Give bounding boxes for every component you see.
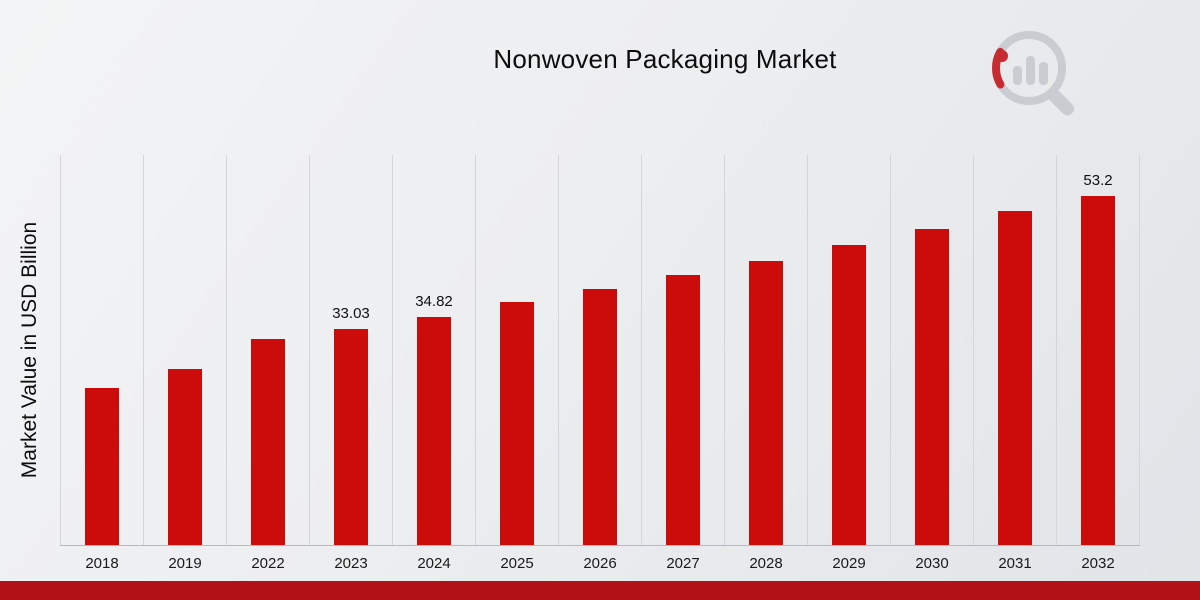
category-cell: 34.82 2024 — [392, 155, 475, 572]
bar-value-label: 53.2 — [1083, 172, 1113, 189]
category-cell: 2019 — [143, 155, 226, 572]
bar-2028 — [749, 261, 783, 545]
category-cell: 2031 — [973, 155, 1056, 572]
category-cell: 2028 — [724, 155, 807, 572]
x-tick-label: 2027 — [666, 555, 700, 572]
brand-logo-icon — [985, 26, 1085, 121]
x-tick-label: 2019 — [168, 555, 202, 572]
bar-2032 — [1081, 196, 1115, 545]
bar-2023 — [334, 329, 368, 545]
category-cell: 2030 — [890, 155, 973, 572]
bar-2025 — [500, 302, 534, 545]
footer-accent-bar — [0, 581, 1200, 600]
plot-area: 2018 2019 2022 33.03 2023 34.82 2024 2025 2026 20… — [60, 155, 1140, 572]
category-cell: 33.03 2023 — [309, 155, 392, 572]
x-tick-label: 2029 — [832, 555, 866, 572]
chart-title: Nonwoven Packaging Market — [493, 44, 837, 74]
bar-2024 — [417, 317, 451, 545]
category-cell: 2022 — [226, 155, 309, 572]
x-tick-label: 2025 — [500, 555, 534, 572]
bar-value-label: 34.82 — [415, 293, 453, 310]
bar-2022 — [251, 339, 285, 545]
bar-2030 — [915, 229, 949, 545]
category-cell: 2018 — [60, 155, 143, 572]
x-tick-label: 2018 — [85, 555, 119, 572]
bar-2031 — [998, 211, 1032, 545]
x-tick-label: 2031 — [998, 555, 1032, 572]
bar-2018 — [85, 388, 119, 545]
x-tick-label: 2022 — [251, 555, 285, 572]
category-cell: 2029 — [807, 155, 890, 572]
category-cell: 2027 — [641, 155, 724, 572]
x-tick-label: 2026 — [583, 555, 617, 572]
x-tick-label: 2028 — [749, 555, 783, 572]
category-cell: 2025 — [475, 155, 558, 572]
bar-value-label: 33.03 — [332, 305, 370, 322]
bar-2027 — [666, 275, 700, 545]
x-tick-label: 2024 — [417, 555, 451, 572]
y-axis-label: Market Value in USD Billion — [18, 221, 41, 479]
x-tick-label: 2023 — [334, 555, 368, 572]
bar-2026 — [583, 289, 617, 545]
bar-2029 — [832, 245, 866, 545]
x-tick-label: 2030 — [915, 555, 949, 572]
category-cell: 53.2 2032 — [1056, 155, 1140, 572]
x-tick-label: 2032 — [1081, 555, 1115, 572]
category-cell: 2026 — [558, 155, 641, 572]
bar-2019 — [168, 369, 202, 545]
